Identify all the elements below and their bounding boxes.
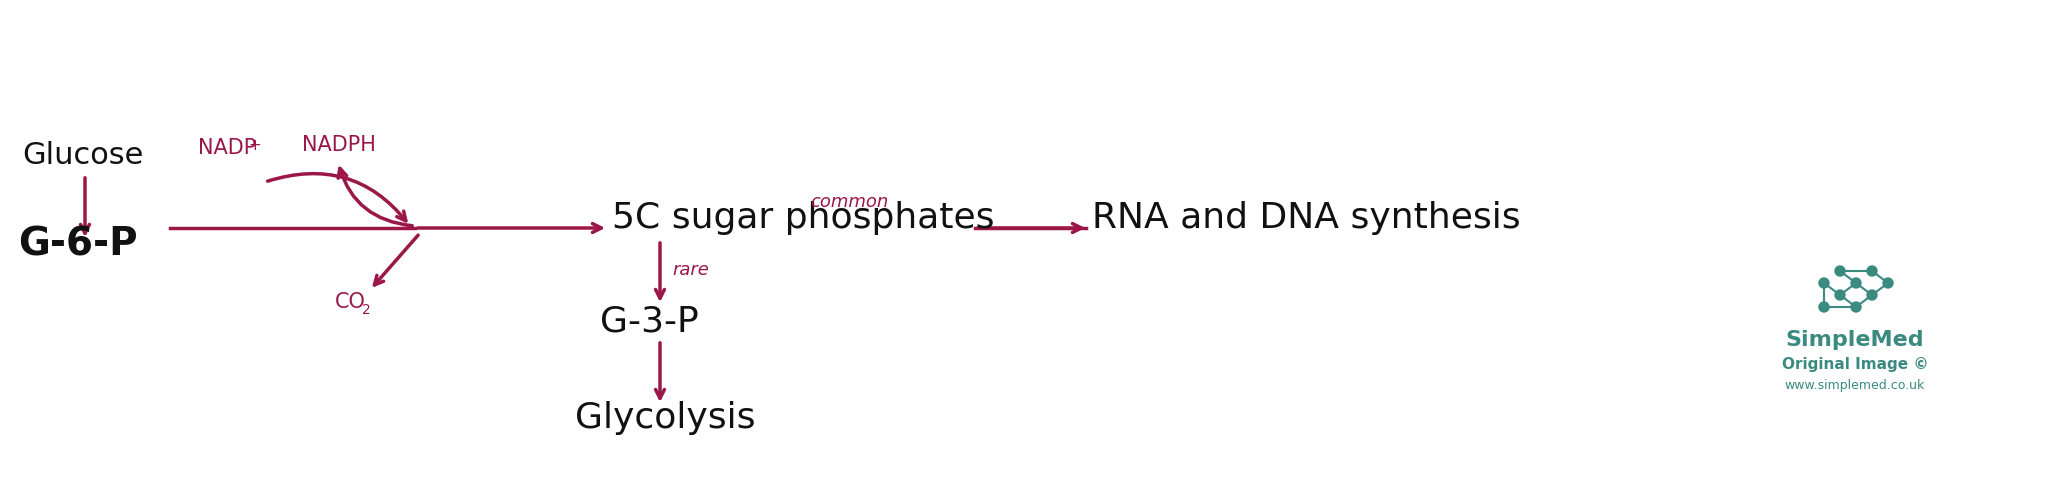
Circle shape <box>1868 266 1878 276</box>
Circle shape <box>1835 290 1845 300</box>
Text: G-3-P: G-3-P <box>600 305 698 339</box>
Text: NADP: NADP <box>199 138 256 158</box>
Text: SimpleMed: SimpleMed <box>1786 330 1925 350</box>
Text: Glycolysis: Glycolysis <box>575 401 756 435</box>
Text: rare: rare <box>672 261 709 279</box>
Circle shape <box>1851 302 1862 312</box>
Text: CO: CO <box>336 292 367 312</box>
Text: G-6-P: G-6-P <box>18 226 137 264</box>
Circle shape <box>1835 266 1845 276</box>
Circle shape <box>1819 302 1829 312</box>
Circle shape <box>1851 278 1862 288</box>
Text: NADPH: NADPH <box>301 135 377 155</box>
Text: Glucose: Glucose <box>23 141 143 170</box>
Circle shape <box>1819 278 1829 288</box>
Circle shape <box>1882 278 1892 288</box>
Text: www.simplemed.co.uk: www.simplemed.co.uk <box>1786 379 1925 392</box>
Text: +: + <box>248 138 260 153</box>
Circle shape <box>1868 290 1878 300</box>
Text: 2: 2 <box>362 303 371 317</box>
Text: common: common <box>811 193 889 211</box>
Text: 5C sugar phosphates: 5C sugar phosphates <box>612 201 995 235</box>
Text: RNA and DNA synthesis: RNA and DNA synthesis <box>1092 201 1520 235</box>
Text: Original Image ©: Original Image © <box>1782 357 1929 372</box>
